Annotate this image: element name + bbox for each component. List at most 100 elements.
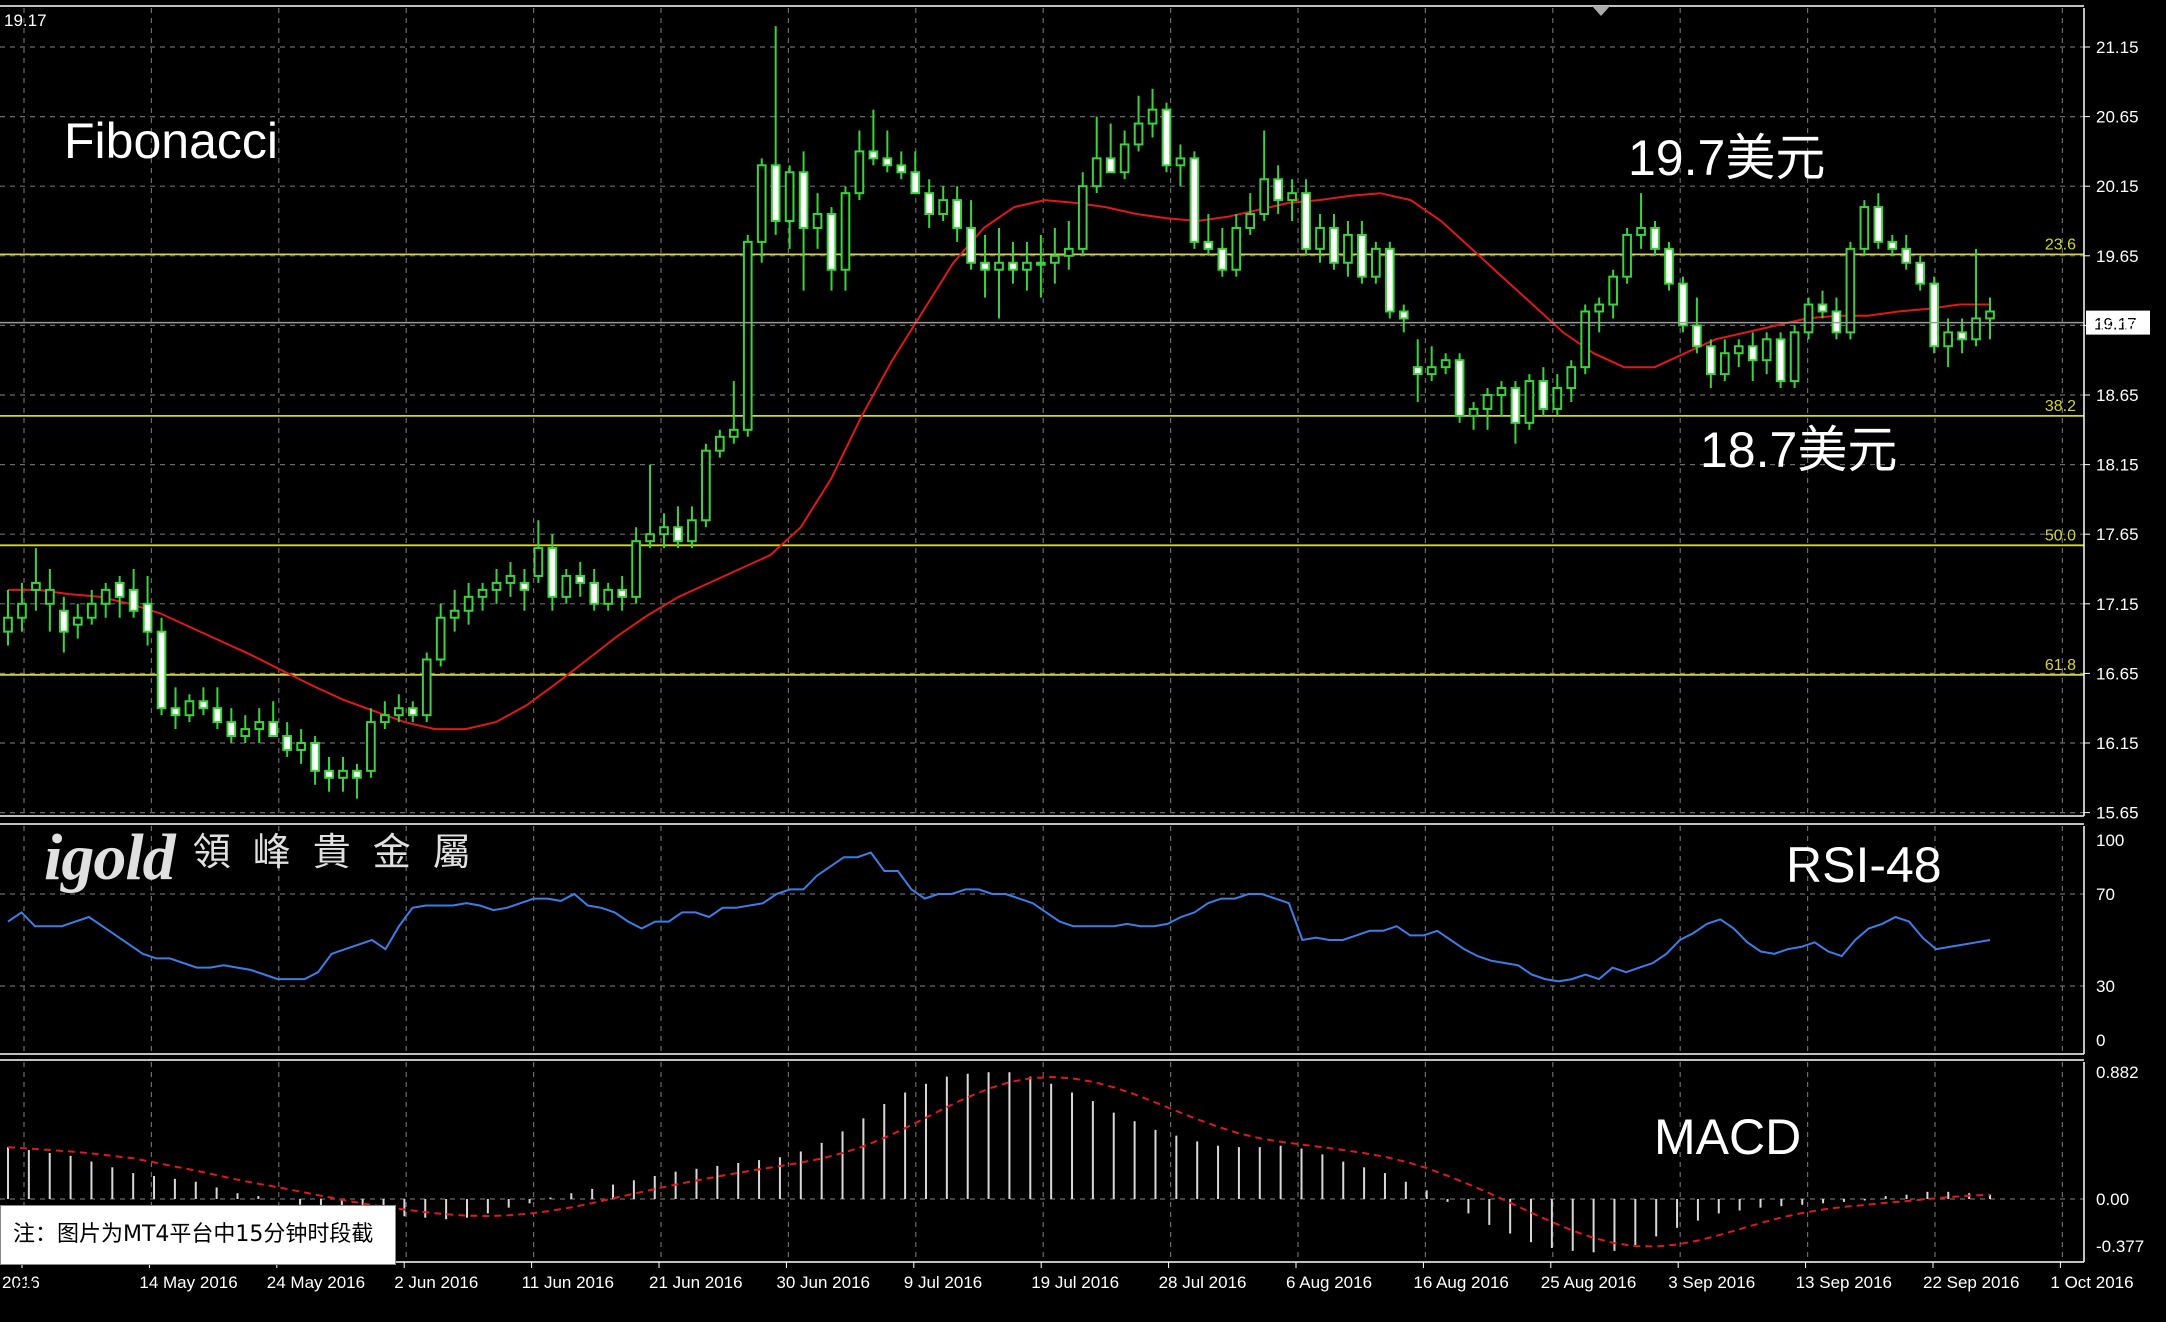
x-tick-label: 25 Aug 2016 [1541, 1273, 1636, 1292]
candle-body [715, 435, 725, 452]
candle-body [463, 595, 474, 612]
fibonacci-title: Fibonacci [64, 113, 278, 169]
candle-body [407, 707, 418, 717]
candle-body [1608, 275, 1618, 306]
brand-logo: igold 領峰貴金屬 [44, 820, 493, 896]
candle-body [840, 192, 851, 271]
candle-body [1343, 233, 1353, 264]
candle-body [1524, 380, 1535, 424]
candle-body [1580, 310, 1591, 369]
candle-body [1985, 310, 1995, 320]
candle-body [1873, 206, 1884, 243]
macd-panel [7, 1072, 1991, 1253]
price-tick-label: 16.65 [2096, 664, 2139, 683]
candle-body [1817, 303, 1828, 313]
candle-body [1357, 233, 1367, 278]
candle-body [1147, 108, 1158, 125]
x-tick-label: 9 Jul 2016 [904, 1273, 982, 1292]
x-tick-label: 11 Jun 2016 [522, 1273, 614, 1292]
candle-body [1650, 226, 1660, 250]
candle-body [1049, 254, 1060, 264]
candle-body [784, 171, 795, 222]
candle-body [1929, 282, 1940, 348]
fib-label: 38.2 [2045, 398, 2076, 415]
candle-body [603, 588, 614, 605]
price-tick-label: 20.65 [2096, 108, 2139, 127]
candle-body [1594, 303, 1605, 313]
rsi-tick-label: 30 [2096, 977, 2115, 996]
candle-body [1063, 247, 1074, 257]
fib-label: 23.6 [2045, 236, 2076, 253]
candle-body [449, 609, 460, 619]
shift-marker [1592, 6, 1610, 16]
candle-body [212, 707, 223, 724]
candle-body [1022, 261, 1032, 271]
candle-body [240, 728, 251, 738]
x-tick-label: 2016 [2, 1273, 40, 1292]
price-tick-label: 21.15 [2096, 38, 2139, 57]
x-tick-label: 3 Sep 2016 [1668, 1273, 1755, 1292]
candle-body [421, 658, 432, 717]
candle-body [994, 261, 1004, 271]
candle-body [938, 199, 949, 216]
x-tick-label: 30 Jun 2016 [776, 1273, 870, 1292]
candle-body [575, 574, 586, 584]
candle-body [1036, 261, 1046, 266]
candle-body [952, 199, 962, 229]
candle-body [1133, 122, 1144, 146]
brand-logo-zh: 領峰貴金屬 [192, 830, 493, 874]
candle-body [631, 540, 641, 598]
candle-body [1901, 247, 1912, 264]
candle-body [701, 449, 711, 522]
candle-body [882, 157, 893, 167]
candle-body [1566, 366, 1577, 390]
candle-body [547, 547, 558, 598]
candle-body [770, 164, 781, 223]
price-tick-label: 20.15 [2096, 177, 2139, 196]
candle-body [1468, 407, 1479, 417]
candle-body [477, 588, 488, 598]
rsi-tick-label: 70 [2096, 885, 2115, 904]
candle-body [393, 707, 404, 717]
candle-body [1398, 310, 1409, 320]
candle-body [868, 150, 879, 160]
candle-body [924, 192, 935, 216]
x-tick-label: 1 Oct 2016 [2050, 1273, 2133, 1292]
candle-body [184, 700, 195, 717]
candle-body [1259, 178, 1270, 216]
candle-body [1971, 317, 1981, 341]
candle-body [254, 721, 265, 731]
candle-body [1091, 157, 1102, 188]
x-tick-label: 21 Jun 2016 [649, 1273, 743, 1292]
rsi-tick-label: 0 [2096, 1031, 2105, 1050]
candle-body [310, 742, 320, 772]
candle-body [1664, 247, 1674, 285]
candle-body [1859, 206, 1870, 250]
candle-body [282, 735, 292, 751]
candle-body [1301, 192, 1311, 250]
candle-body [659, 526, 669, 536]
current-price-line: 19.17 [0, 310, 2150, 335]
moving-average [8, 192, 1990, 731]
candle-body [1789, 331, 1800, 383]
x-axis-labels: 2016 14 May 2016 24 May 2016 2 Jun 2016 11 J… [2, 1262, 2134, 1292]
candle-body [589, 581, 600, 605]
candle-body [1692, 324, 1702, 348]
candle-body [673, 526, 683, 543]
price-tick-label: 18.65 [2096, 386, 2139, 405]
candle-body [826, 213, 837, 271]
candle-body [72, 616, 83, 626]
rsi-panel [7, 851, 1991, 983]
candle-body [1803, 303, 1814, 334]
candle-body [812, 213, 823, 229]
annotation-high: 19.7美元 [1628, 130, 1826, 186]
candle-body [1245, 213, 1256, 229]
candle-body [268, 721, 279, 738]
candle-body [1105, 157, 1116, 174]
candle-body [86, 602, 97, 619]
candle-body [617, 588, 627, 598]
x-tick-label: 2 Jun 2016 [394, 1273, 478, 1292]
candle-body [1678, 282, 1688, 327]
macd-signal-line [7, 1075, 1991, 1248]
